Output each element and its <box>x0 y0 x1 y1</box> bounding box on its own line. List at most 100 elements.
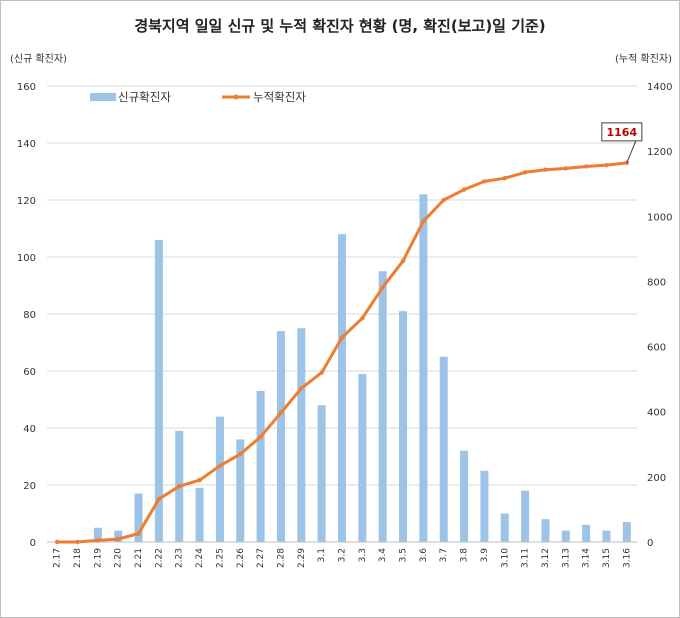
x-tick-label: 2.27 <box>256 548 266 568</box>
bar <box>399 311 408 542</box>
bar <box>480 470 489 542</box>
line-point <box>400 258 406 264</box>
x-tick-label: 3.8 <box>460 548 470 563</box>
line-point <box>380 285 385 290</box>
bar <box>358 373 367 542</box>
line-point <box>238 451 243 457</box>
bar <box>215 416 224 542</box>
x-axis-ticks: 2.17 2.18 2.19 2.20 2.21 2.22 2.23 2.24 2.25 2.26… <box>53 548 633 568</box>
legend-swatch-marker <box>233 94 239 100</box>
bar <box>236 439 245 542</box>
x-tick-label: 3.16 <box>622 548 632 568</box>
bar <box>276 331 285 542</box>
right-axis-title: (누적 확진자) <box>615 53 672 65</box>
line-point <box>258 434 263 439</box>
x-tick-label: 3.1 <box>317 548 327 562</box>
x-tick-label: 3.11 <box>521 548 531 568</box>
line-point <box>522 170 528 175</box>
x-tick-label: 2.28 <box>276 548 286 568</box>
legend: 신규확진자 누적확진자 <box>90 90 306 104</box>
right-tick-label: 1400 <box>647 82 672 93</box>
bar <box>460 450 469 542</box>
left-tick-label: 160 <box>17 82 36 93</box>
x-tick-label: 2.17 <box>53 548 63 568</box>
bar <box>419 194 428 543</box>
bar <box>195 487 204 542</box>
left-tick-label: 120 <box>17 196 36 207</box>
line-point <box>197 477 202 483</box>
legend-swatch-bar <box>90 93 116 101</box>
bar <box>317 405 326 542</box>
bar <box>439 356 448 542</box>
x-tick-label: 3.5 <box>399 548 409 562</box>
bar <box>134 493 143 542</box>
x-tick-label: 3.14 <box>582 548 592 568</box>
bar <box>338 234 346 542</box>
x-tick-label: 2.26 <box>236 548 246 568</box>
line-point <box>136 531 141 536</box>
right-tick-label: 0 <box>647 538 653 549</box>
x-tick-label: 2.20 <box>114 548 124 568</box>
line-point <box>360 316 365 321</box>
x-tick-label: 2.24 <box>195 548 205 568</box>
bar <box>602 530 611 542</box>
left-tick-label: 40 <box>23 424 36 435</box>
line-point <box>482 179 487 184</box>
annotation-callout: 1164 <box>601 122 643 164</box>
line-point <box>75 539 80 545</box>
left-axis-title: (신규 확진자) <box>10 53 67 65</box>
right-tick-label: 800 <box>647 277 666 288</box>
right-tick-label: 1000 <box>647 212 672 223</box>
x-tick-label: 3.15 <box>602 548 612 568</box>
left-tick-label: 80 <box>23 310 36 321</box>
x-tick-label: 3.13 <box>561 548 571 568</box>
bar <box>622 522 631 542</box>
x-tick-label: 3.12 <box>541 548 551 568</box>
x-tick-label: 3.3 <box>358 548 368 562</box>
line-point <box>95 538 101 543</box>
line-point <box>502 175 507 181</box>
line-point <box>116 536 121 542</box>
x-tick-label: 3.10 <box>500 548 510 568</box>
x-tick-label: 2.21 <box>134 548 144 568</box>
left-tick-label: 60 <box>23 367 36 378</box>
chart-title: 경북지역 일일 신규 및 누적 확진자 현황 (명, 확진(보고)일 기준) <box>134 17 545 35</box>
line-point <box>441 197 446 203</box>
annotation-leader-line <box>626 140 637 164</box>
x-tick-label: 2.19 <box>93 548 103 568</box>
x-tick-label: 3.4 <box>378 548 388 563</box>
left-axis-ticks: 0 20 40 60 80 100 120 140 160 <box>17 82 36 549</box>
x-tick-label: 2.22 <box>154 548 164 568</box>
line-point <box>54 539 60 545</box>
x-tick-label: 2.25 <box>215 548 225 568</box>
legend-label-bar: 신규확진자 <box>118 90 171 104</box>
x-tick-label: 2.18 <box>73 548 83 568</box>
bar <box>154 239 163 542</box>
annotation-box <box>601 122 643 142</box>
right-axis-ticks: 0 200 400 600 800 1000 1200 1400 <box>647 82 672 549</box>
left-tick-label: 0 <box>30 538 36 549</box>
line-point <box>339 335 345 340</box>
x-tick-label: 3.7 <box>439 548 449 562</box>
bar <box>582 524 591 542</box>
bar <box>561 530 570 542</box>
line-point <box>563 166 568 171</box>
line-point <box>319 370 324 375</box>
bar <box>378 271 387 542</box>
bar <box>256 390 265 542</box>
bar <box>541 519 550 542</box>
line-point <box>543 167 548 172</box>
x-tick-label: 3.9 <box>480 548 490 563</box>
line-point <box>177 484 182 489</box>
line-point <box>299 386 304 391</box>
right-tick-label: 400 <box>647 408 666 419</box>
line-point <box>278 410 284 415</box>
left-tick-label: 100 <box>17 253 36 264</box>
line-series-cumulative <box>54 160 630 545</box>
bar <box>297 328 306 542</box>
bar <box>521 490 530 542</box>
x-tick-label: 3.2 <box>338 548 348 562</box>
right-tick-label: 1200 <box>647 147 672 158</box>
